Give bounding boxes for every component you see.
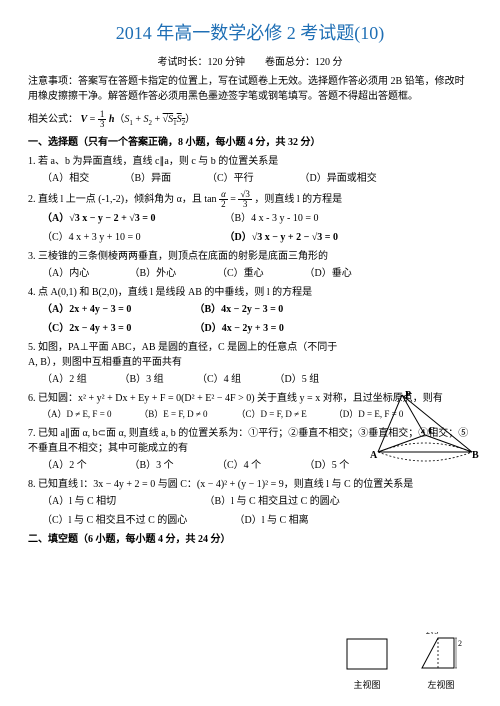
- q3-d: （D）垂心: [305, 266, 352, 281]
- q8-options-2: （C）l 与 C 相交且不过 C 的圆心 （D）l 与 C 相离: [42, 513, 472, 528]
- formula-expr: V: [81, 114, 88, 125]
- q2-text: 2. 直线 l 上一点 (-1,-2)，倾斜角为 α，且 tan: [28, 194, 217, 205]
- formula: 相关公式： V = 13 h（S1 + S2 + √S1S2）: [28, 110, 472, 129]
- q1-d: （D）异面或相交: [300, 171, 377, 186]
- instructions: 注意事项：答案写在答题卡指定的位置上，写在试题卷上无效。选择题作答必须用 2B …: [28, 74, 472, 104]
- q4-c: （C）2x − 4y + 3 = 0: [42, 321, 192, 336]
- q8-b: （B）l 与 C 相交且过 C 的圆心: [205, 494, 340, 509]
- q8-d: （D）l 与 C 相离: [235, 513, 309, 528]
- q8-a: （A）l 与 C 相切: [42, 494, 202, 509]
- svg-text:2: 2: [458, 639, 462, 648]
- q1-a: （A）相交: [42, 171, 122, 186]
- page-title: 2014 年高一数学必修 2 考试题(10): [28, 20, 472, 47]
- q7-a: （A）2 个: [42, 458, 127, 473]
- left-view-figure: 2 2√5 左视图: [412, 632, 470, 692]
- q2-c: （C）4 x + 3 y + 10 = 0: [42, 230, 222, 245]
- q5-b: （B）3 组: [120, 372, 195, 387]
- q3: 3. 三棱锥的三条侧棱两两垂直，则顶点在底面的射影是底面三角形的: [28, 249, 472, 264]
- q2-a: （A）√3 x − y − 2 + √3 = 0: [42, 211, 222, 226]
- q6-a: （A）D ≠ E, F = 0: [42, 408, 137, 422]
- q2-tail: ，则直线 l 的方程是: [254, 194, 342, 205]
- formula-label: 相关公式：: [28, 114, 78, 125]
- q8-c: （C）l 与 C 相交且不过 C 的圆心: [42, 513, 232, 528]
- q3-c: （C）重心: [217, 266, 302, 281]
- q1-c: （C）平行: [207, 171, 297, 186]
- q5-options: （A）2 组 （B）3 组 （C）4 组 （D）5 组: [42, 372, 472, 387]
- q1-options: （A）相交 （B）异面 （C）平行 （D）异面或相交: [42, 171, 472, 186]
- tri-label-b: B: [472, 450, 479, 461]
- main-view-label: 主视图: [344, 679, 390, 693]
- svg-text:2√5: 2√5: [426, 632, 438, 636]
- q4-options-1: （A）2x + 4y − 3 = 0 （B）4x − 2y − 3 = 0: [42, 302, 472, 317]
- q1-b: （B）异面: [125, 171, 205, 186]
- q1: 1. 若 a、b 为异面直线，直线 c∥a，则 c 与 b 的位置关系是: [28, 154, 472, 169]
- q3-options: （A）内心 （B）外心 （C）重心 （D）垂心: [42, 266, 472, 281]
- q2-d: （D）√3 x − y + 2 − √3 = 0: [225, 230, 339, 245]
- main-view-figure: 主视图: [344, 636, 390, 692]
- q4: 4. 点 A(0,1) 和 B(2,0)，直线 l 是线段 AB 的中垂线，则 …: [28, 285, 472, 300]
- q7-c: （C）4 个: [217, 458, 302, 473]
- q6-c: （C）D = F, D ≠ E: [237, 408, 332, 422]
- bottom-figures: 主视图 2 2√5 左视图: [344, 632, 470, 692]
- q5-a: （A）2 组: [42, 372, 117, 387]
- left-view-label: 左视图: [412, 679, 470, 693]
- q8: 8. 已知直线 l：3x − 4y + 2 = 0 与圆 C：(x − 4)² …: [28, 477, 472, 492]
- q2-options-2: （C）4 x + 3 y + 10 = 0 （D）√3 x − y + 2 − …: [42, 230, 472, 245]
- q7-b: （B）3 个: [130, 458, 215, 473]
- q2-b: （B）4 x - 3 y - 10 = 0: [225, 211, 319, 226]
- q5: 5. 如图，PA⊥平面 ABC，AB 是圆的直径，C 是圆上的任意点（不同于 A…: [28, 340, 338, 370]
- q4-a: （A）2x + 4y − 3 = 0: [42, 302, 192, 317]
- q7-d: （D）5 个: [305, 458, 350, 473]
- exam-info: 考试时长：120 分钟 卷面总分：120 分: [28, 55, 472, 70]
- section-2-header: 二、填空题（6 小题，每小题 4 分，共 24 分）: [28, 532, 472, 547]
- q5-d: （D）5 组: [275, 372, 320, 387]
- section-1-header: 一、选择题（只有一个答案正确，8 小题，每小题 4 分，共 32 分）: [28, 135, 472, 150]
- q4-b: （B）4x − 2y − 3 = 0: [195, 302, 284, 317]
- q6: 6. 已知圆：x² + y² + Dx + Ey + F = 0(D² + E²…: [28, 391, 472, 406]
- q4-d: （D）4x − 2y + 3 = 0: [195, 321, 284, 336]
- q5-c: （C）4 组: [197, 372, 272, 387]
- q2: 2. 直线 l 上一点 (-1,-2)，倾斜角为 α，且 tan α2 = √3…: [28, 190, 472, 209]
- q3-a: （A）内心: [42, 266, 127, 281]
- q7: 7. 已知 a∥面 α, b⊂面 α, 则直线 a, b 的位置关系为：①平行；…: [28, 426, 472, 456]
- q6-b: （B）E = F, D ≠ 0: [139, 408, 234, 422]
- q3-b: （B）外心: [130, 266, 215, 281]
- q8-options-1: （A）l 与 C 相切 （B）l 与 C 相交且过 C 的圆心: [42, 494, 472, 509]
- q4-options-2: （C）2x − 4y + 3 = 0 （D）4x − 2y + 3 = 0: [42, 321, 472, 336]
- q2-options-1: （A）√3 x − y − 2 + √3 = 0 （B）4 x - 3 y - …: [42, 211, 472, 226]
